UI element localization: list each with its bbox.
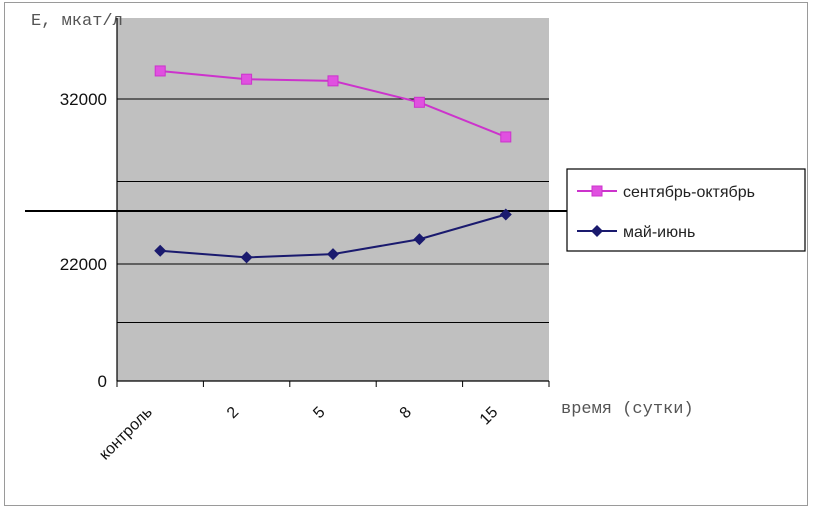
- data-point-1-4: [499, 208, 512, 221]
- line-chart: 32000 22000 0 контроль 2 5 8 15 Е, мкат/л врем…: [25, 12, 806, 464]
- y-tick-label-1: 22000: [60, 255, 107, 274]
- y-tick-labels: 32000 22000 0: [60, 90, 107, 391]
- x-axis-label: время (сутки): [561, 400, 694, 419]
- y-tick-label-2: 0: [98, 372, 107, 391]
- legend-label-0: сентябрь-октябрь: [623, 184, 755, 201]
- data-point-0-4: [500, 131, 512, 143]
- legend-marker-1: [591, 225, 603, 237]
- x-tick-labels: контроль 2 5 8 15: [96, 404, 501, 464]
- legend-label-1: май-июнь: [623, 224, 695, 241]
- legend-box: [566, 168, 806, 252]
- chart-frame: 32000 22000 0 контроль 2 5 8 15 Е, мкат/л врем…: [4, 2, 808, 506]
- data-point-0-0: [154, 65, 166, 77]
- data-point-1-1: [240, 251, 253, 264]
- data-point-1-0: [154, 244, 167, 257]
- x-tick-label-1: 2: [224, 404, 242, 422]
- x-tick-label-4: 15: [477, 404, 502, 429]
- series-layer: [154, 65, 512, 264]
- y-tick-label-0: 32000: [60, 90, 107, 109]
- legend: сентябрь-октябрь май-июнь: [566, 168, 806, 252]
- x-tick-label-0: контроль: [96, 404, 156, 464]
- data-point-0-3: [413, 96, 425, 108]
- data-point-1-3: [413, 233, 426, 246]
- data-point-0-2: [327, 75, 339, 87]
- y-axis-label: Е, мкат/л: [31, 12, 123, 31]
- legend-marker-0: [591, 185, 603, 197]
- x-tick-marks: [116, 381, 550, 387]
- x-tick-label-3: 8: [397, 404, 415, 422]
- data-point-0-1: [241, 73, 253, 85]
- x-tick-label-2: 5: [310, 404, 328, 422]
- data-point-1-2: [327, 248, 339, 261]
